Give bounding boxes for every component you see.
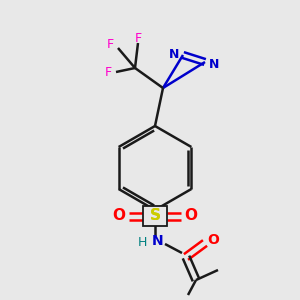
Text: O: O [184, 208, 197, 224]
Text: H: H [137, 236, 147, 250]
Text: F: F [134, 32, 142, 44]
Text: F: F [104, 65, 112, 79]
Text: N: N [209, 58, 219, 70]
Text: S: S [149, 208, 161, 224]
FancyBboxPatch shape [143, 206, 167, 226]
Text: N: N [169, 47, 179, 61]
Text: F: F [106, 38, 114, 52]
Text: S: S [149, 208, 161, 224]
Text: O: O [207, 233, 219, 247]
Text: O: O [112, 208, 125, 224]
Text: N: N [152, 234, 164, 248]
